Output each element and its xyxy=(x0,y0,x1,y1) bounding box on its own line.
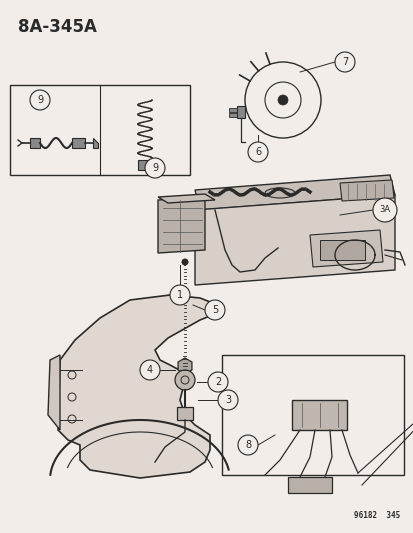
Polygon shape xyxy=(158,194,214,203)
Text: 8: 8 xyxy=(244,440,250,450)
Polygon shape xyxy=(177,407,192,420)
Circle shape xyxy=(181,259,188,265)
Polygon shape xyxy=(178,358,192,374)
Circle shape xyxy=(237,435,257,455)
Text: 8A-345A: 8A-345A xyxy=(18,18,97,36)
Polygon shape xyxy=(195,195,394,285)
Polygon shape xyxy=(93,138,98,148)
Text: 7: 7 xyxy=(341,57,347,67)
Text: 1: 1 xyxy=(176,290,183,300)
Polygon shape xyxy=(138,160,152,170)
Text: 9: 9 xyxy=(37,95,43,105)
Text: 2: 2 xyxy=(214,377,221,387)
Circle shape xyxy=(145,158,165,178)
Circle shape xyxy=(334,52,354,72)
Polygon shape xyxy=(236,106,244,118)
Text: 5: 5 xyxy=(211,305,218,315)
Text: 96182  345: 96182 345 xyxy=(353,511,399,520)
Circle shape xyxy=(277,95,287,105)
Text: 4: 4 xyxy=(147,365,153,375)
Text: 3A: 3A xyxy=(379,206,389,214)
Circle shape xyxy=(170,285,190,305)
Polygon shape xyxy=(339,180,393,201)
Circle shape xyxy=(30,90,50,110)
Polygon shape xyxy=(158,197,204,253)
Bar xyxy=(228,108,236,112)
Ellipse shape xyxy=(264,188,294,198)
Circle shape xyxy=(247,142,267,162)
Circle shape xyxy=(204,300,224,320)
Polygon shape xyxy=(48,355,60,430)
Bar xyxy=(221,355,403,475)
Polygon shape xyxy=(58,295,219,478)
Text: 3: 3 xyxy=(224,395,230,405)
Circle shape xyxy=(218,390,237,410)
Polygon shape xyxy=(72,138,85,148)
Polygon shape xyxy=(30,138,40,148)
Polygon shape xyxy=(195,175,394,210)
Bar xyxy=(319,240,364,260)
Polygon shape xyxy=(309,230,382,267)
Circle shape xyxy=(207,372,228,392)
Bar xyxy=(291,400,346,430)
Text: 6: 6 xyxy=(254,147,261,157)
Bar xyxy=(228,113,236,117)
Polygon shape xyxy=(287,477,331,493)
Circle shape xyxy=(372,198,396,222)
Text: 9: 9 xyxy=(152,163,158,173)
Circle shape xyxy=(175,370,195,390)
Bar xyxy=(10,85,190,175)
Circle shape xyxy=(140,360,159,380)
